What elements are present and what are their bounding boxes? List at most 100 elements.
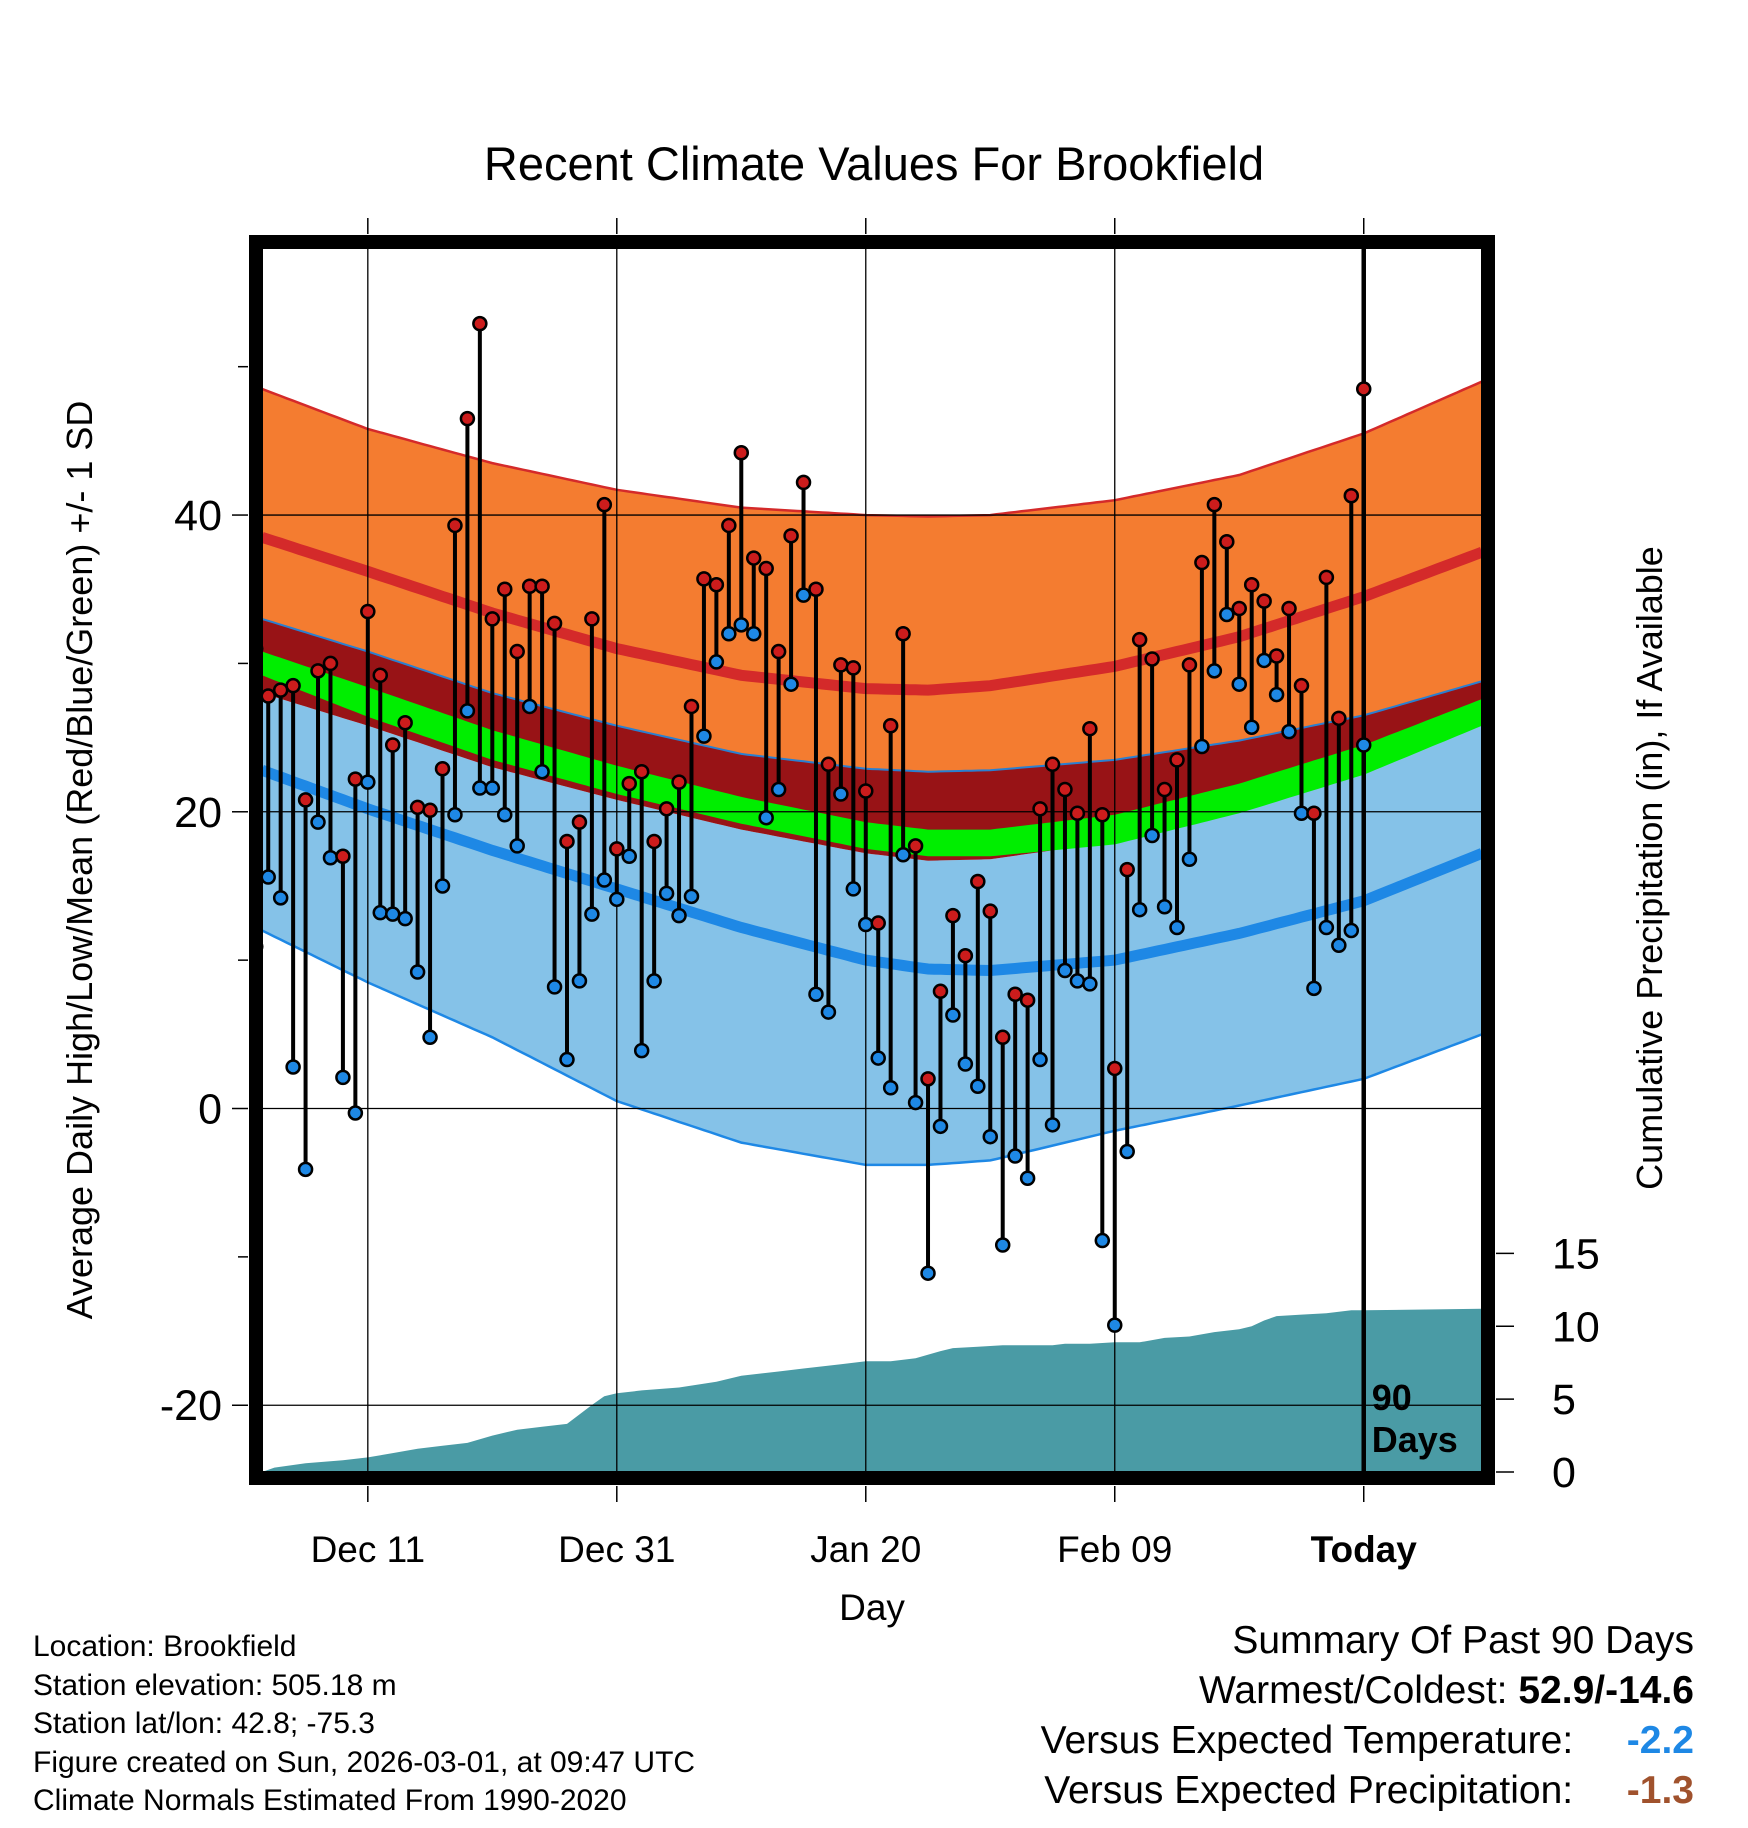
daily-high-point bbox=[409, 799, 426, 816]
daily-low-point bbox=[335, 1069, 351, 1086]
daily-low-point bbox=[957, 1056, 974, 1072]
daily-high-point bbox=[833, 657, 849, 673]
daily-low-point bbox=[1318, 919, 1335, 936]
daily-high-point bbox=[1231, 600, 1247, 617]
daily-low-point bbox=[1243, 719, 1260, 735]
daily-high-point bbox=[758, 560, 774, 577]
daily-high-point bbox=[994, 1029, 1011, 1046]
location-text: Location: Brookfield bbox=[33, 1630, 297, 1663]
daily-low-point bbox=[683, 888, 700, 905]
daily-low-point bbox=[1331, 937, 1347, 954]
daily-low-point bbox=[833, 786, 849, 802]
daily-low-point bbox=[1268, 686, 1285, 703]
daily-high-point bbox=[372, 667, 389, 684]
daily-high-point bbox=[521, 578, 538, 595]
daily-high-point bbox=[262, 688, 276, 704]
daily-low-point bbox=[870, 1050, 886, 1066]
normal-high-line bbox=[262, 532, 1482, 696]
x-tick-label: Today bbox=[1311, 1529, 1418, 1570]
daily-low-point bbox=[1131, 901, 1148, 918]
daily-high-point bbox=[497, 581, 513, 597]
daily-low-point bbox=[434, 878, 451, 894]
daily-low-point bbox=[521, 698, 538, 715]
daily-low-point bbox=[1281, 723, 1297, 740]
daily-high-point bbox=[297, 792, 314, 808]
daily-high-point bbox=[957, 947, 974, 964]
daily-high-point bbox=[882, 717, 899, 734]
daily-high-point bbox=[1032, 801, 1048, 817]
daily-low-point bbox=[322, 850, 339, 866]
created-text: Figure created on Sun, 2026-03-01, at 09… bbox=[33, 1745, 696, 1779]
daily-low-point bbox=[1181, 851, 1198, 868]
daily-high-point bbox=[1119, 861, 1135, 878]
daily-low-point bbox=[360, 774, 376, 790]
daily-high-point bbox=[1281, 600, 1297, 617]
daily-high-point bbox=[708, 577, 725, 593]
daily-low-point bbox=[285, 1059, 301, 1075]
daily-high-point bbox=[1306, 805, 1322, 822]
daily-high-point bbox=[360, 603, 376, 620]
daily-high-point bbox=[397, 715, 413, 731]
daily-low-point bbox=[571, 973, 588, 989]
daily-high-point bbox=[970, 873, 986, 890]
daily-low-point bbox=[459, 703, 476, 719]
daily-low-point bbox=[1156, 898, 1173, 915]
daily-high-point bbox=[1194, 554, 1210, 571]
daily-low-point bbox=[1194, 738, 1210, 755]
daily-low-point bbox=[758, 809, 774, 826]
daily-high-point bbox=[907, 838, 924, 854]
daily-high-point bbox=[820, 756, 837, 773]
y-tick-label: -20 bbox=[160, 1382, 222, 1430]
precipitation-area bbox=[262, 1308, 1482, 1472]
daily-low-point bbox=[721, 625, 737, 642]
daily-high-point bbox=[621, 775, 637, 792]
station-info: Location: Brookfield Station elevation: … bbox=[33, 1628, 695, 1821]
daily-low-point bbox=[1231, 676, 1247, 692]
y2-tick-label: 15 bbox=[1552, 1230, 1600, 1278]
daily-low-point bbox=[920, 1265, 936, 1281]
daily-high-point bbox=[335, 848, 351, 865]
daily-high-point bbox=[609, 841, 625, 857]
daily-low-point bbox=[1256, 652, 1272, 669]
daily-low-point bbox=[1206, 663, 1223, 679]
daily-low-point bbox=[795, 587, 812, 603]
daily-high-point bbox=[1318, 569, 1335, 586]
daily-high-point bbox=[895, 625, 911, 642]
daily-high-point bbox=[422, 802, 438, 819]
daily-low-point bbox=[310, 814, 326, 830]
daily-low-point bbox=[621, 848, 637, 865]
daily-high-point bbox=[633, 763, 650, 780]
daily-high-point bbox=[1082, 720, 1098, 737]
daily-low-point bbox=[994, 1237, 1011, 1253]
daily-high-point bbox=[546, 615, 563, 632]
daily-high-point bbox=[484, 611, 501, 627]
daily-high-point bbox=[384, 737, 401, 753]
daily-high-point bbox=[721, 517, 737, 534]
elevation-text: Station elevation: 505.18 m bbox=[33, 1668, 397, 1702]
daily-low-point bbox=[397, 910, 413, 927]
daily-low-point bbox=[970, 1078, 986, 1095]
precipitation-anomaly-label: Versus Expected Precipitation: bbox=[1044, 1769, 1574, 1812]
period-label-days: Days bbox=[1372, 1419, 1458, 1460]
daily-low-point bbox=[472, 780, 488, 796]
daily-low-point bbox=[347, 1105, 364, 1121]
daily-low-point bbox=[422, 1029, 438, 1046]
daily-low-point bbox=[907, 1094, 924, 1111]
daily-high-point bbox=[272, 682, 289, 698]
daily-high-point bbox=[795, 474, 812, 491]
daily-low-point bbox=[982, 1128, 999, 1145]
daily-low-point bbox=[1355, 737, 1372, 753]
daily-high-point bbox=[347, 771, 364, 787]
daily-high-point bbox=[646, 833, 662, 850]
daily-high-point bbox=[1219, 534, 1235, 550]
daily-high-point bbox=[285, 677, 301, 694]
daily-high-point bbox=[509, 643, 525, 660]
x-tick-label: Feb 09 bbox=[1057, 1529, 1172, 1570]
daily-low-point bbox=[770, 781, 787, 798]
daily-high-point bbox=[1131, 631, 1148, 648]
daily-high-point bbox=[845, 660, 862, 676]
daily-low-point bbox=[484, 780, 501, 796]
daily-high-point bbox=[1144, 651, 1160, 667]
x-tick-label: Dec 11 bbox=[311, 1529, 426, 1570]
